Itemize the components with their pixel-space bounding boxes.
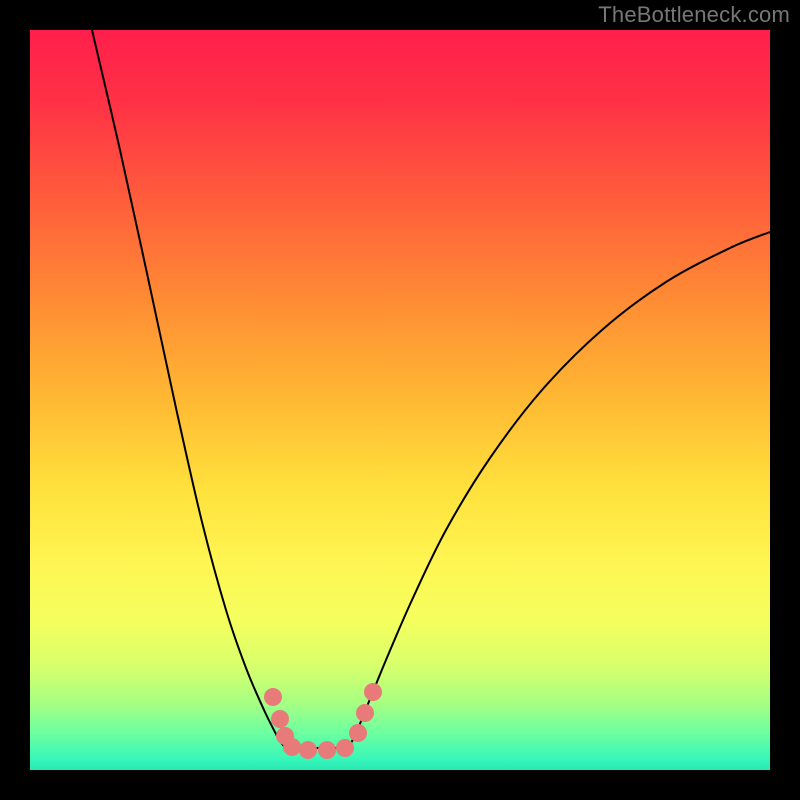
plot-area	[30, 30, 770, 770]
gradient-background	[30, 30, 770, 770]
watermark-text: TheBottleneck.com	[598, 2, 790, 28]
